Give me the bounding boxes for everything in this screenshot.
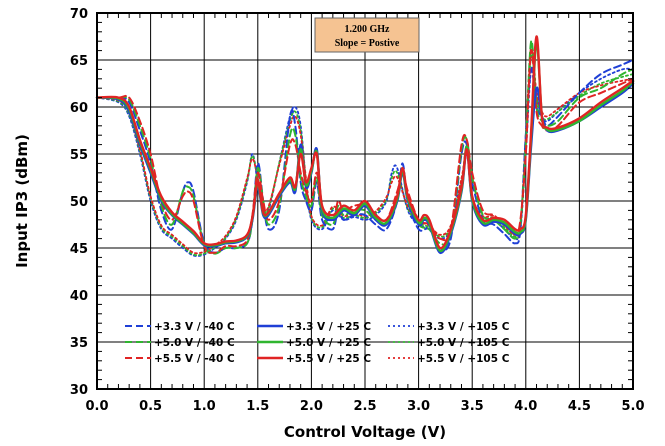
y-tick-label: 55 (70, 148, 88, 163)
series-layer (95, 35, 635, 257)
annotation-frequency: 1.200 GHz (345, 24, 391, 35)
annotation-box: 1.200 GHz Slope = Postive (314, 17, 420, 53)
y-tick-label: 35 (70, 336, 88, 351)
y-tick-label: 30 (70, 383, 88, 398)
x-tick-label: 4.5 (568, 399, 591, 414)
legend-entry: +3.3 V / +105 C (417, 321, 510, 333)
x-tick-label: 4.0 (514, 399, 537, 414)
legend-entry: +5.5 V / -40 C (154, 353, 235, 365)
x-tick-label: 3.5 (461, 399, 484, 414)
y-tick-label: 60 (70, 101, 88, 116)
series-line (95, 35, 635, 250)
y-tick-label: 40 (70, 289, 88, 304)
x-tick-label: 2.5 (353, 399, 376, 414)
y-tick-label: 65 (70, 54, 88, 69)
annotation-slope: Slope = Postive (335, 38, 400, 49)
y-axis-label: Input IP3 (dBm) (13, 134, 31, 268)
legend-entry: +5.0 V / +25 C (286, 337, 371, 349)
x-axis-label: Control Voltage (V) (284, 423, 446, 441)
annotation-background (314, 17, 420, 53)
legend-entry: +5.0 V / -40 C (154, 337, 235, 349)
x-tick-label: 0.0 (85, 399, 108, 414)
x-tick-label: 3.0 (407, 399, 430, 414)
y-tick-label: 45 (70, 242, 88, 257)
x-tick-label: 2.0 (300, 399, 323, 414)
x-tick-labels: 0.0 0.5 1.0 1.5 2.0 2.5 3.0 3.5 4.0 4.5 5.0 (85, 399, 644, 414)
legend-entry: +5.5 V / +105 C (417, 353, 510, 365)
legend-entry: +5.5 V / +25 C (286, 353, 371, 365)
x-tick-label: 1.0 (193, 399, 216, 414)
x-tick-label: 5.0 (621, 399, 644, 414)
legend-entry: +5.0 V / +105 C (417, 337, 510, 349)
legend: +3.3 V / -40 C +5.0 V / -40 C +5.5 V / -40… (125, 321, 510, 365)
plot-frame (96, 12, 634, 390)
ticks (97, 13, 633, 389)
y-tick-labels: 30 35 40 45 50 55 60 65 70 (70, 7, 88, 398)
y-tick-label: 50 (70, 195, 88, 210)
y-tick-label: 70 (70, 7, 88, 22)
legend-entry: +3.3 V / +25 C (286, 321, 371, 333)
legend-entry: +3.3 V / -40 C (154, 321, 235, 333)
x-tick-label: 1.5 (246, 399, 269, 414)
x-tick-label: 0.5 (139, 399, 162, 414)
